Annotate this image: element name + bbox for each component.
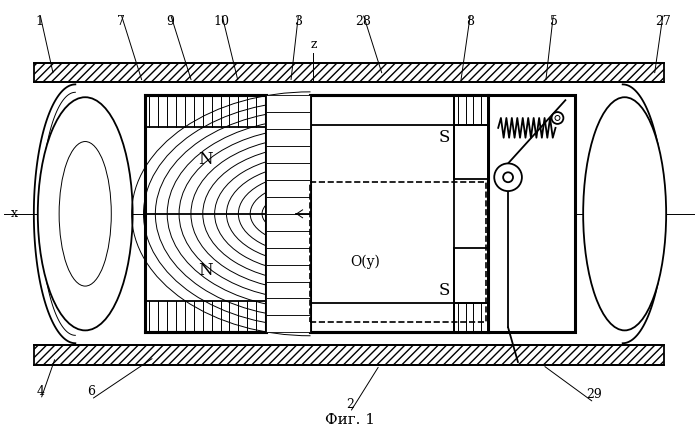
Bar	[266, 112, 310, 129]
Ellipse shape	[59, 141, 111, 286]
Bar	[266, 298, 310, 316]
Bar	[489, 95, 575, 332]
Bar	[266, 316, 310, 332]
Text: 1: 1	[36, 15, 44, 28]
Bar	[454, 249, 489, 332]
Bar	[310, 95, 489, 332]
Ellipse shape	[38, 97, 133, 330]
Circle shape	[503, 172, 513, 182]
Text: 9: 9	[166, 15, 174, 28]
Text: 5: 5	[549, 15, 558, 28]
Text: 29: 29	[586, 388, 602, 401]
Text: 8: 8	[466, 15, 475, 28]
Bar	[266, 95, 310, 112]
Text: S: S	[438, 129, 449, 146]
Bar	[266, 146, 310, 163]
Bar	[266, 231, 310, 248]
Bar	[266, 264, 310, 282]
Bar	[266, 180, 310, 197]
Text: S: S	[438, 282, 449, 299]
Text: z: z	[310, 38, 317, 51]
Ellipse shape	[583, 97, 666, 330]
Circle shape	[494, 163, 522, 191]
Bar	[145, 95, 266, 332]
Bar	[266, 129, 310, 146]
Bar	[266, 197, 310, 214]
Text: Фиг. 1: Фиг. 1	[325, 413, 375, 427]
Bar	[266, 248, 310, 264]
Bar	[34, 63, 664, 83]
Circle shape	[555, 116, 560, 120]
Bar	[266, 214, 310, 231]
Text: 3: 3	[294, 15, 303, 28]
Bar	[266, 282, 310, 298]
Text: 6: 6	[87, 385, 95, 398]
Text: 2: 2	[346, 398, 354, 411]
Text: N: N	[199, 151, 213, 168]
Bar	[34, 345, 664, 365]
Text: 27: 27	[656, 15, 671, 28]
Text: N: N	[199, 261, 213, 279]
Text: 7: 7	[117, 15, 124, 28]
Bar	[266, 163, 310, 180]
Text: 4: 4	[37, 385, 45, 398]
Text: O(y): O(y)	[350, 255, 380, 270]
Bar	[454, 95, 489, 179]
Text: 10: 10	[214, 15, 229, 28]
Text: 28: 28	[355, 15, 370, 28]
Text: x: x	[10, 207, 17, 220]
Circle shape	[552, 112, 563, 124]
Bar	[310, 182, 487, 322]
